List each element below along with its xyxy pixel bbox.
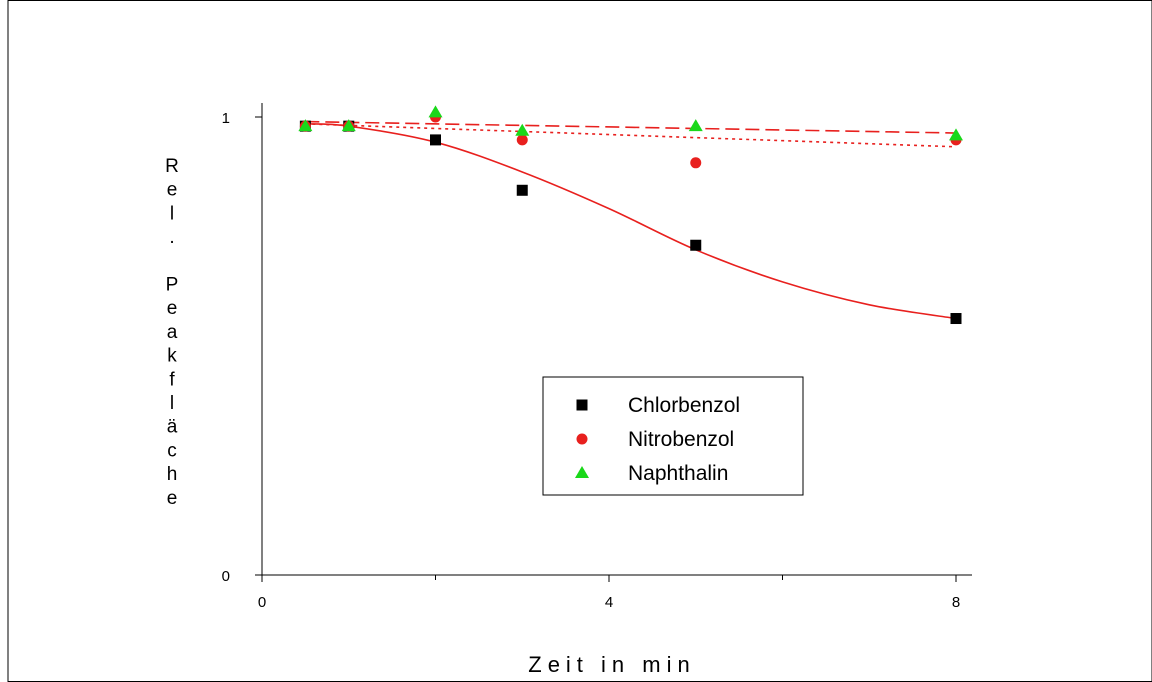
legend-marker-chlorbenzol	[576, 399, 588, 411]
y-axis-title-char: R	[165, 156, 179, 177]
y-axis-title-char: ä	[167, 417, 178, 438]
legend-label-nitrobenzol: Nitrobenzol	[628, 428, 734, 451]
y-tick-label: 1	[222, 110, 230, 127]
y-axis-title-char: e	[167, 488, 178, 509]
legend-items: Chlorbenzol Nitrobenzol Naphthalin	[575, 394, 740, 485]
point-chlorbenzol	[690, 239, 702, 251]
y-axis-title-char: e	[167, 298, 178, 319]
point-naphthalin	[949, 128, 963, 141]
axis-ticks: 0 4 8 0 1	[222, 110, 961, 611]
legend-label-naphthalin: Naphthalin	[628, 462, 728, 485]
point-naphthalin	[341, 119, 356, 132]
y-axis-title-char: P	[166, 275, 179, 296]
point-naphthalin	[298, 119, 313, 132]
x-tick-label: 4	[605, 594, 613, 611]
legend: Chlorbenzol Nitrobenzol Naphthalin	[542, 376, 804, 496]
point-naphthalin	[688, 119, 703, 132]
point-nitrobenzol	[516, 134, 528, 146]
y-axis-title-char: l	[170, 393, 174, 414]
x-tick-label: 8	[952, 594, 960, 611]
y-axis-title-char: f	[169, 369, 175, 390]
y-axis-title-char: e	[167, 180, 178, 201]
legend-marker-naphthalin	[575, 466, 589, 478]
point-chlorbenzol	[516, 184, 528, 196]
data-points	[298, 105, 963, 325]
outer-border	[7, 0, 1152, 682]
point-naphthalin	[428, 105, 443, 118]
point-chlorbenzol	[950, 313, 962, 325]
y-axis-title-char: .	[169, 227, 174, 248]
fit-line-chlorbenzol	[305, 123, 957, 320]
legend-label-chlorbenzol: Chlorbenzol	[628, 394, 740, 417]
fit-line-naphthalin	[305, 120, 957, 134]
x-axis-title: Zeit in min	[528, 652, 695, 677]
point-chlorbenzol	[430, 134, 441, 146]
y-tick-label: 0	[222, 568, 230, 585]
y-axis-title-char: h	[167, 464, 178, 485]
point-nitrobenzol	[690, 157, 702, 169]
y-axis-title-char: l	[170, 203, 174, 224]
y-axis-title-char: a	[167, 322, 178, 343]
legend-marker-nitrobenzol	[576, 433, 588, 445]
point-naphthalin	[515, 123, 530, 136]
fit-curves	[305, 120, 957, 320]
fit-line-nitrobenzol	[305, 123, 957, 148]
y-axis-title-char: c	[167, 440, 177, 461]
y-axis-title-char: k	[167, 346, 177, 367]
x-tick-label: 0	[258, 594, 266, 611]
